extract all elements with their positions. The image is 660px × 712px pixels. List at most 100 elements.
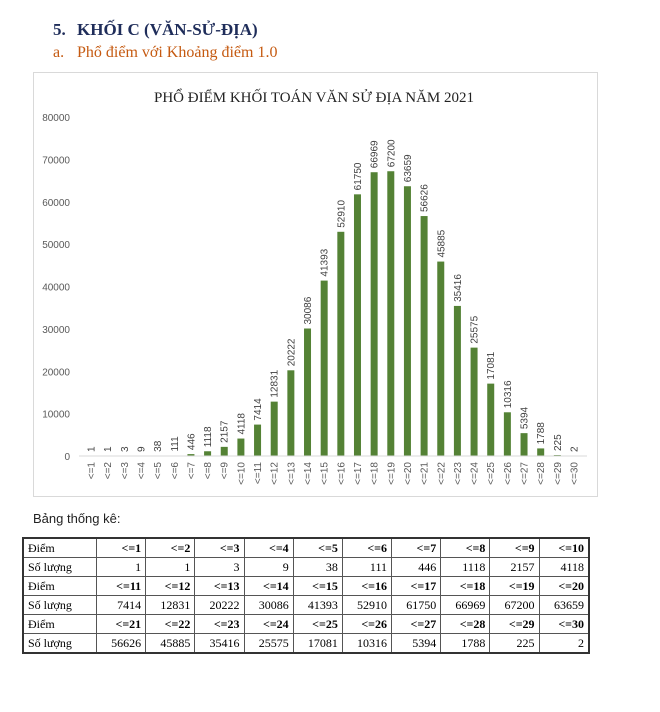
- data-label: 52910: [336, 200, 347, 228]
- statistics-table: Điểm <=1 <=2 <=3 <=4 <=5 <=6 <=7 <=8 <=9 <=10 Số lư…: [22, 537, 590, 654]
- data-label: 63659: [403, 154, 414, 182]
- x-tick-label: <=2: [103, 462, 114, 480]
- x-tick-label: <=4: [136, 462, 147, 480]
- x-tick-label: <=22: [436, 462, 447, 485]
- data-label: 1118: [203, 426, 214, 447]
- x-tick-label: <=11: [253, 462, 264, 484]
- data-label: 66969: [370, 140, 381, 168]
- table-cell: <=21: [95, 614, 147, 634]
- bar: [420, 216, 428, 456]
- table-row-points: Điểm <=1 <=2 <=3 <=4 <=5 <=6 <=7 <=8 <=9 <=10: [22, 537, 590, 558]
- bar: [370, 172, 378, 456]
- bar: [520, 433, 528, 456]
- bar: [403, 186, 411, 456]
- y-tick-label: 40000: [42, 283, 70, 294]
- table-cell: <=16: [341, 576, 393, 596]
- y-tick-label: 20000: [42, 367, 70, 378]
- table-cell: <=15: [292, 576, 343, 596]
- bar: [470, 347, 478, 456]
- data-label: 4118: [236, 413, 247, 435]
- row-label: Điểm: [22, 614, 97, 634]
- table-cell: 25575: [243, 633, 294, 654]
- table-caption: Bảng thống kê:: [33, 511, 121, 526]
- table-cell: <=7: [391, 537, 442, 558]
- table-cell: <=18: [440, 576, 491, 596]
- data-label: 1788: [536, 422, 547, 445]
- bar: [337, 231, 345, 456]
- table-cell: <=25: [292, 614, 343, 634]
- x-tick-label: <=25: [486, 462, 497, 485]
- table-cell: 30086: [243, 595, 294, 615]
- table-cell: 41393: [292, 595, 343, 615]
- x-tick-label: <=1: [87, 462, 98, 480]
- table-row-points: Điểm <=21 <=22 <=23 <=24 <=25 <=26 <=27 <=28 <=29…: [22, 614, 590, 634]
- table-cell: <=29: [489, 614, 540, 634]
- row-label: Điểm: [22, 537, 97, 558]
- data-label: 38: [153, 440, 164, 452]
- data-label: 2: [570, 446, 581, 452]
- x-tick-label: <=26: [503, 462, 514, 485]
- y-tick-label: 80000: [42, 113, 70, 124]
- table-cell: 17081: [292, 633, 343, 654]
- data-label: 3: [120, 446, 131, 452]
- data-label: 446: [186, 433, 197, 450]
- score-distribution-chart: PHỔ ĐIỂM KHỐI TOÁN VĂN SỬ ĐỊA NĂM 2021 0…: [33, 72, 598, 497]
- bar: [204, 451, 212, 456]
- x-tick-label: <=5: [153, 462, 164, 480]
- x-tick-label: <=17: [353, 462, 364, 485]
- data-label: 61750: [353, 162, 364, 190]
- x-tick-label: <=6: [170, 462, 181, 480]
- table-cell: 3: [194, 557, 245, 577]
- table-cell: 1: [145, 557, 196, 577]
- table-cell: 56626: [95, 633, 147, 654]
- x-tick-label: <=29: [553, 462, 564, 485]
- x-tick-label: <=23: [453, 462, 464, 485]
- x-tick-label: <=30: [570, 462, 581, 485]
- table-cell: <=30: [538, 614, 590, 634]
- y-tick-label: 30000: [42, 325, 70, 336]
- table-cell: 111: [341, 557, 393, 577]
- x-tick-label: <=18: [370, 462, 381, 485]
- bar: [287, 370, 295, 456]
- table-cell: <=13: [194, 576, 245, 596]
- table-cell: 52910: [341, 595, 393, 615]
- table-cell: <=3: [194, 537, 245, 558]
- bar: [387, 171, 395, 456]
- table-cell: <=9: [489, 537, 540, 558]
- x-tick-label: <=10: [236, 462, 247, 485]
- y-tick-label: 0: [64, 452, 70, 463]
- table-cell: <=23: [194, 614, 245, 634]
- data-label: 25575: [470, 315, 481, 343]
- x-tick-label: <=3: [120, 462, 131, 480]
- table-cell: <=20: [538, 576, 590, 596]
- data-label: 2157: [220, 420, 231, 443]
- bar: [453, 305, 461, 456]
- data-label: 10316: [503, 380, 514, 408]
- data-label: 56626: [420, 184, 431, 212]
- data-label: 7414: [253, 398, 264, 421]
- y-tick-label: 60000: [42, 198, 70, 209]
- data-label: 1: [103, 446, 114, 452]
- row-label: Số lượng: [22, 557, 97, 577]
- table-cell: <=27: [391, 614, 442, 634]
- bar: [187, 454, 195, 456]
- table-row-counts: Số lượng 1 1 3 9 38 111 446 1118 2157 4118: [22, 557, 590, 577]
- x-tick-label: <=15: [320, 462, 331, 485]
- table-cell: <=5: [292, 537, 343, 558]
- bar: [270, 401, 278, 456]
- table-cell: 12831: [145, 595, 196, 615]
- bar: [320, 280, 328, 456]
- data-label: 225: [553, 434, 564, 451]
- table-cell: <=26: [341, 614, 393, 634]
- chart-title: PHỔ ĐIỂM KHỐI TOÁN VĂN SỬ ĐỊA NĂM 2021: [154, 88, 474, 106]
- data-label: 30086: [303, 296, 314, 324]
- table-cell: 1118: [440, 557, 491, 577]
- table-cell: 2157: [489, 557, 540, 577]
- x-tick-label: <=21: [420, 462, 431, 485]
- subsection-heading: a. Phổ điểm với Khoảng điểm 1.0: [53, 44, 278, 61]
- data-label: 20222: [286, 338, 297, 366]
- data-label: 111: [170, 436, 181, 452]
- table-cell: 7414: [95, 595, 147, 615]
- x-tick-label: <=13: [286, 462, 297, 485]
- table-cell: 1: [95, 557, 147, 577]
